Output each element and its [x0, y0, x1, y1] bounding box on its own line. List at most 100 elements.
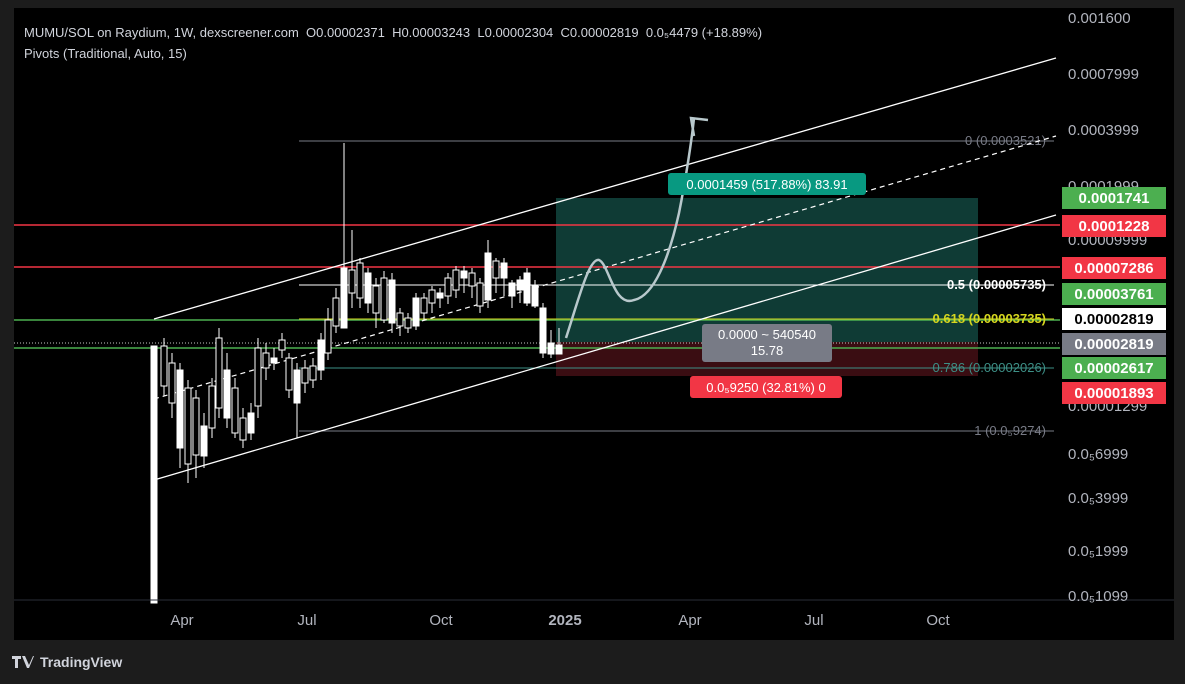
candle-body-33	[412, 297, 420, 327]
candle-body-15	[270, 357, 278, 364]
price-label-bg-5	[1062, 333, 1166, 355]
center-label-2: 15.78	[751, 343, 784, 358]
candle-body-29	[380, 277, 388, 321]
candle-body-1	[160, 345, 168, 387]
candlestick-chart[interactable]: 0 (0.0003521) 0.5 (0.00005735) 0.618 (0.00…	[14, 8, 1174, 640]
profit-label-bg	[668, 173, 866, 195]
candle-body-30	[388, 279, 396, 324]
price-label-1: 0.0001228	[1079, 218, 1150, 235]
candle-body-48	[531, 285, 539, 307]
candle-body-43	[492, 260, 500, 279]
candle-body-34	[420, 297, 428, 314]
candle-body-38	[452, 269, 460, 291]
candle-body-9	[223, 369, 231, 419]
candle-body-18	[293, 369, 301, 404]
profit-label: 0.0001459 (517.88%) 83.91	[686, 177, 847, 192]
indicator-legend[interactable]: Pivots (Traditional, Auto, 15)	[24, 46, 187, 61]
indicator-name: Pivots (Traditional, Auto, 15)	[24, 46, 187, 61]
candle-body-40	[468, 272, 476, 287]
candle-body-2	[168, 362, 176, 404]
x-tick-4: Apr	[678, 612, 701, 629]
candle-body-21	[317, 339, 325, 371]
fib-label-0: 0 (0.0003521)	[965, 133, 1046, 148]
price-label-bg-1	[1062, 215, 1166, 237]
channel-upper	[153, 57, 1057, 320]
candle-body-50	[547, 342, 555, 355]
candle-body-0	[150, 345, 158, 604]
candle-body-41	[476, 282, 484, 307]
fib-label-2: 0.618 (0.00003735)	[933, 311, 1046, 326]
candle-body-14	[262, 352, 270, 369]
y-tick-9: 0.0₅1099	[1068, 588, 1128, 605]
profit-zone	[556, 198, 978, 342]
low-value: 0.00002304	[484, 25, 554, 40]
price-label-bg-7	[1062, 382, 1166, 404]
candle-body-5	[192, 397, 200, 456]
y-tick-2: 0.0003999	[1068, 122, 1139, 139]
loss-label-bg	[690, 376, 842, 398]
candle-body-7	[208, 385, 216, 429]
candle-body-25	[348, 269, 356, 294]
channel-lower	[153, 214, 1057, 481]
center-label-1: 0.0000 ~ 540540	[718, 327, 816, 342]
chart-legend: MUMU/SOL on Raydium, 1W, dexscreener.com…	[24, 25, 762, 40]
y-tick-8: 0.0₅1999	[1068, 543, 1128, 560]
y-tick-1: 0.0007999	[1068, 66, 1139, 83]
projection-arrow	[689, 116, 709, 137]
candle-body-13	[254, 347, 262, 407]
center-label-bg	[702, 324, 832, 362]
tradingview-logo[interactable]: TradingView	[12, 654, 122, 670]
candle-body-10	[231, 387, 239, 434]
candle-body-44	[500, 262, 508, 279]
fib-label-4: 1 (0.0₅9274)	[974, 423, 1046, 438]
candle-body-22	[324, 319, 332, 354]
y-tick-6: 0.0₅6999	[1068, 446, 1128, 463]
candle-body-39	[460, 270, 468, 279]
tradingview-icon	[12, 656, 34, 668]
candle-body-42	[484, 252, 492, 301]
price-label-4: 0.00002819	[1074, 311, 1153, 328]
price-label-5: 0.00002819	[1074, 336, 1153, 353]
price-label-0: 0.0001741	[1079, 190, 1150, 207]
symbol-line: MUMU/SOL on Raydium, 1W, dexscreener.com	[24, 25, 299, 40]
chart-plot-area[interactable]: 0 (0.0003521) 0.5 (0.00005735) 0.618 (0.00…	[14, 8, 1174, 640]
x-tick-1: Jul	[297, 612, 316, 629]
candle-body-11	[239, 417, 247, 441]
candle-body-20	[309, 365, 317, 381]
x-tick-6: Oct	[926, 612, 950, 629]
open-label: O	[306, 25, 317, 40]
candle-body-4	[184, 387, 192, 465]
x-tick-2: Oct	[429, 612, 453, 629]
candle-body-35	[428, 289, 436, 304]
candle-body-51	[555, 344, 563, 355]
x-tick-3: 2025	[548, 612, 581, 629]
candle-body-17	[285, 357, 293, 391]
open-value: 0.00002371	[316, 25, 385, 40]
candle-body-46	[516, 279, 524, 291]
price-label-bg-0	[1062, 187, 1166, 209]
fib-label-1: 0.5 (0.00005735)	[947, 277, 1046, 292]
price-label-6: 0.00002617	[1074, 360, 1153, 377]
price-label-2: 0.00007286	[1074, 260, 1153, 277]
price-label-bg-6	[1062, 357, 1166, 379]
candle-body-32	[404, 317, 412, 329]
x-tick-5: Jul	[804, 612, 823, 629]
high-label: H	[392, 25, 402, 40]
change-value: 0.0₅4479 (+18.89%)	[645, 25, 763, 40]
candle-body-6	[200, 425, 208, 457]
candle-body-37	[444, 277, 452, 297]
close-value: 0.00002819	[569, 25, 639, 40]
y-tick-7: 0.0₅3999	[1068, 490, 1128, 507]
candle-body-12	[247, 412, 255, 434]
candle-body-47	[523, 272, 531, 304]
candle-body-23	[332, 297, 340, 327]
candle-body-27	[364, 272, 372, 304]
candle-body-36	[436, 292, 444, 299]
candle-body-3	[176, 369, 184, 449]
candle-body-28	[372, 285, 380, 314]
candle-body-19	[301, 367, 309, 384]
close-label: C	[560, 25, 570, 40]
loss-label: 0.0₅9250 (32.81%) 0	[706, 380, 825, 395]
price-label-bg-2	[1062, 257, 1166, 279]
